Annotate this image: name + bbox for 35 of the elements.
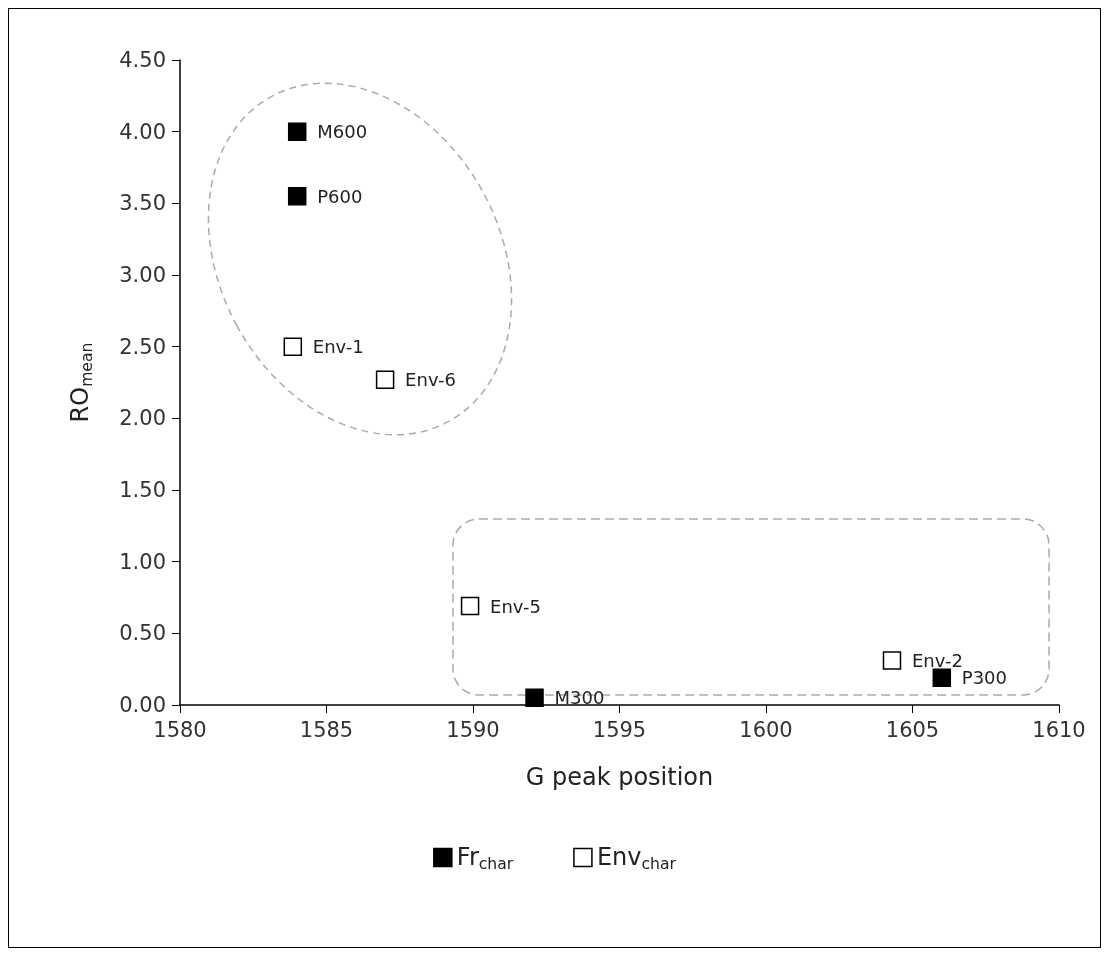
y-tick-label: 0.00 xyxy=(119,693,166,717)
y-tick-label: 1.00 xyxy=(119,549,166,574)
x-tick-label: 1580 xyxy=(153,717,207,742)
y-tick-label: 3.50 xyxy=(119,191,166,216)
annotation: M300 xyxy=(554,687,605,709)
annotation: P600 xyxy=(317,185,363,207)
point xyxy=(287,122,307,141)
point xyxy=(932,668,952,688)
x-tick-label: 1585 xyxy=(299,717,354,742)
y-tick-label: 2.00 xyxy=(119,406,166,431)
y-tick-label: 1.50 xyxy=(119,478,166,502)
point xyxy=(375,370,395,389)
point xyxy=(283,337,303,356)
annotation: Env-5 xyxy=(490,595,541,617)
point xyxy=(525,688,544,708)
y-tick-label: 4.00 xyxy=(119,119,166,144)
x-tick-label: 1605 xyxy=(885,717,940,742)
x-tick-label: 1590 xyxy=(446,717,500,742)
annotation: M600 xyxy=(317,121,368,143)
y-axis-title: ROmean xyxy=(66,342,96,423)
y-tick-label: 2.50 xyxy=(119,334,166,359)
annotation: P300 xyxy=(961,667,1008,689)
y-tick-label: 4.50 xyxy=(119,48,166,72)
annotation: Env-1 xyxy=(312,336,364,358)
x-axis-title: G peak position xyxy=(525,763,714,791)
y-tick-label: 3.00 xyxy=(119,263,166,287)
x-tick-label: 1595 xyxy=(592,717,647,742)
y-tick-label: 0.50 xyxy=(119,621,166,646)
point xyxy=(460,596,480,616)
x-tick-label: 1610 xyxy=(1032,717,1086,742)
x-tick-label: 1600 xyxy=(739,717,793,742)
point xyxy=(287,186,307,206)
annotation: Env-6 xyxy=(405,369,457,391)
annotation: Env-2 xyxy=(911,650,963,672)
point xyxy=(882,651,902,670)
